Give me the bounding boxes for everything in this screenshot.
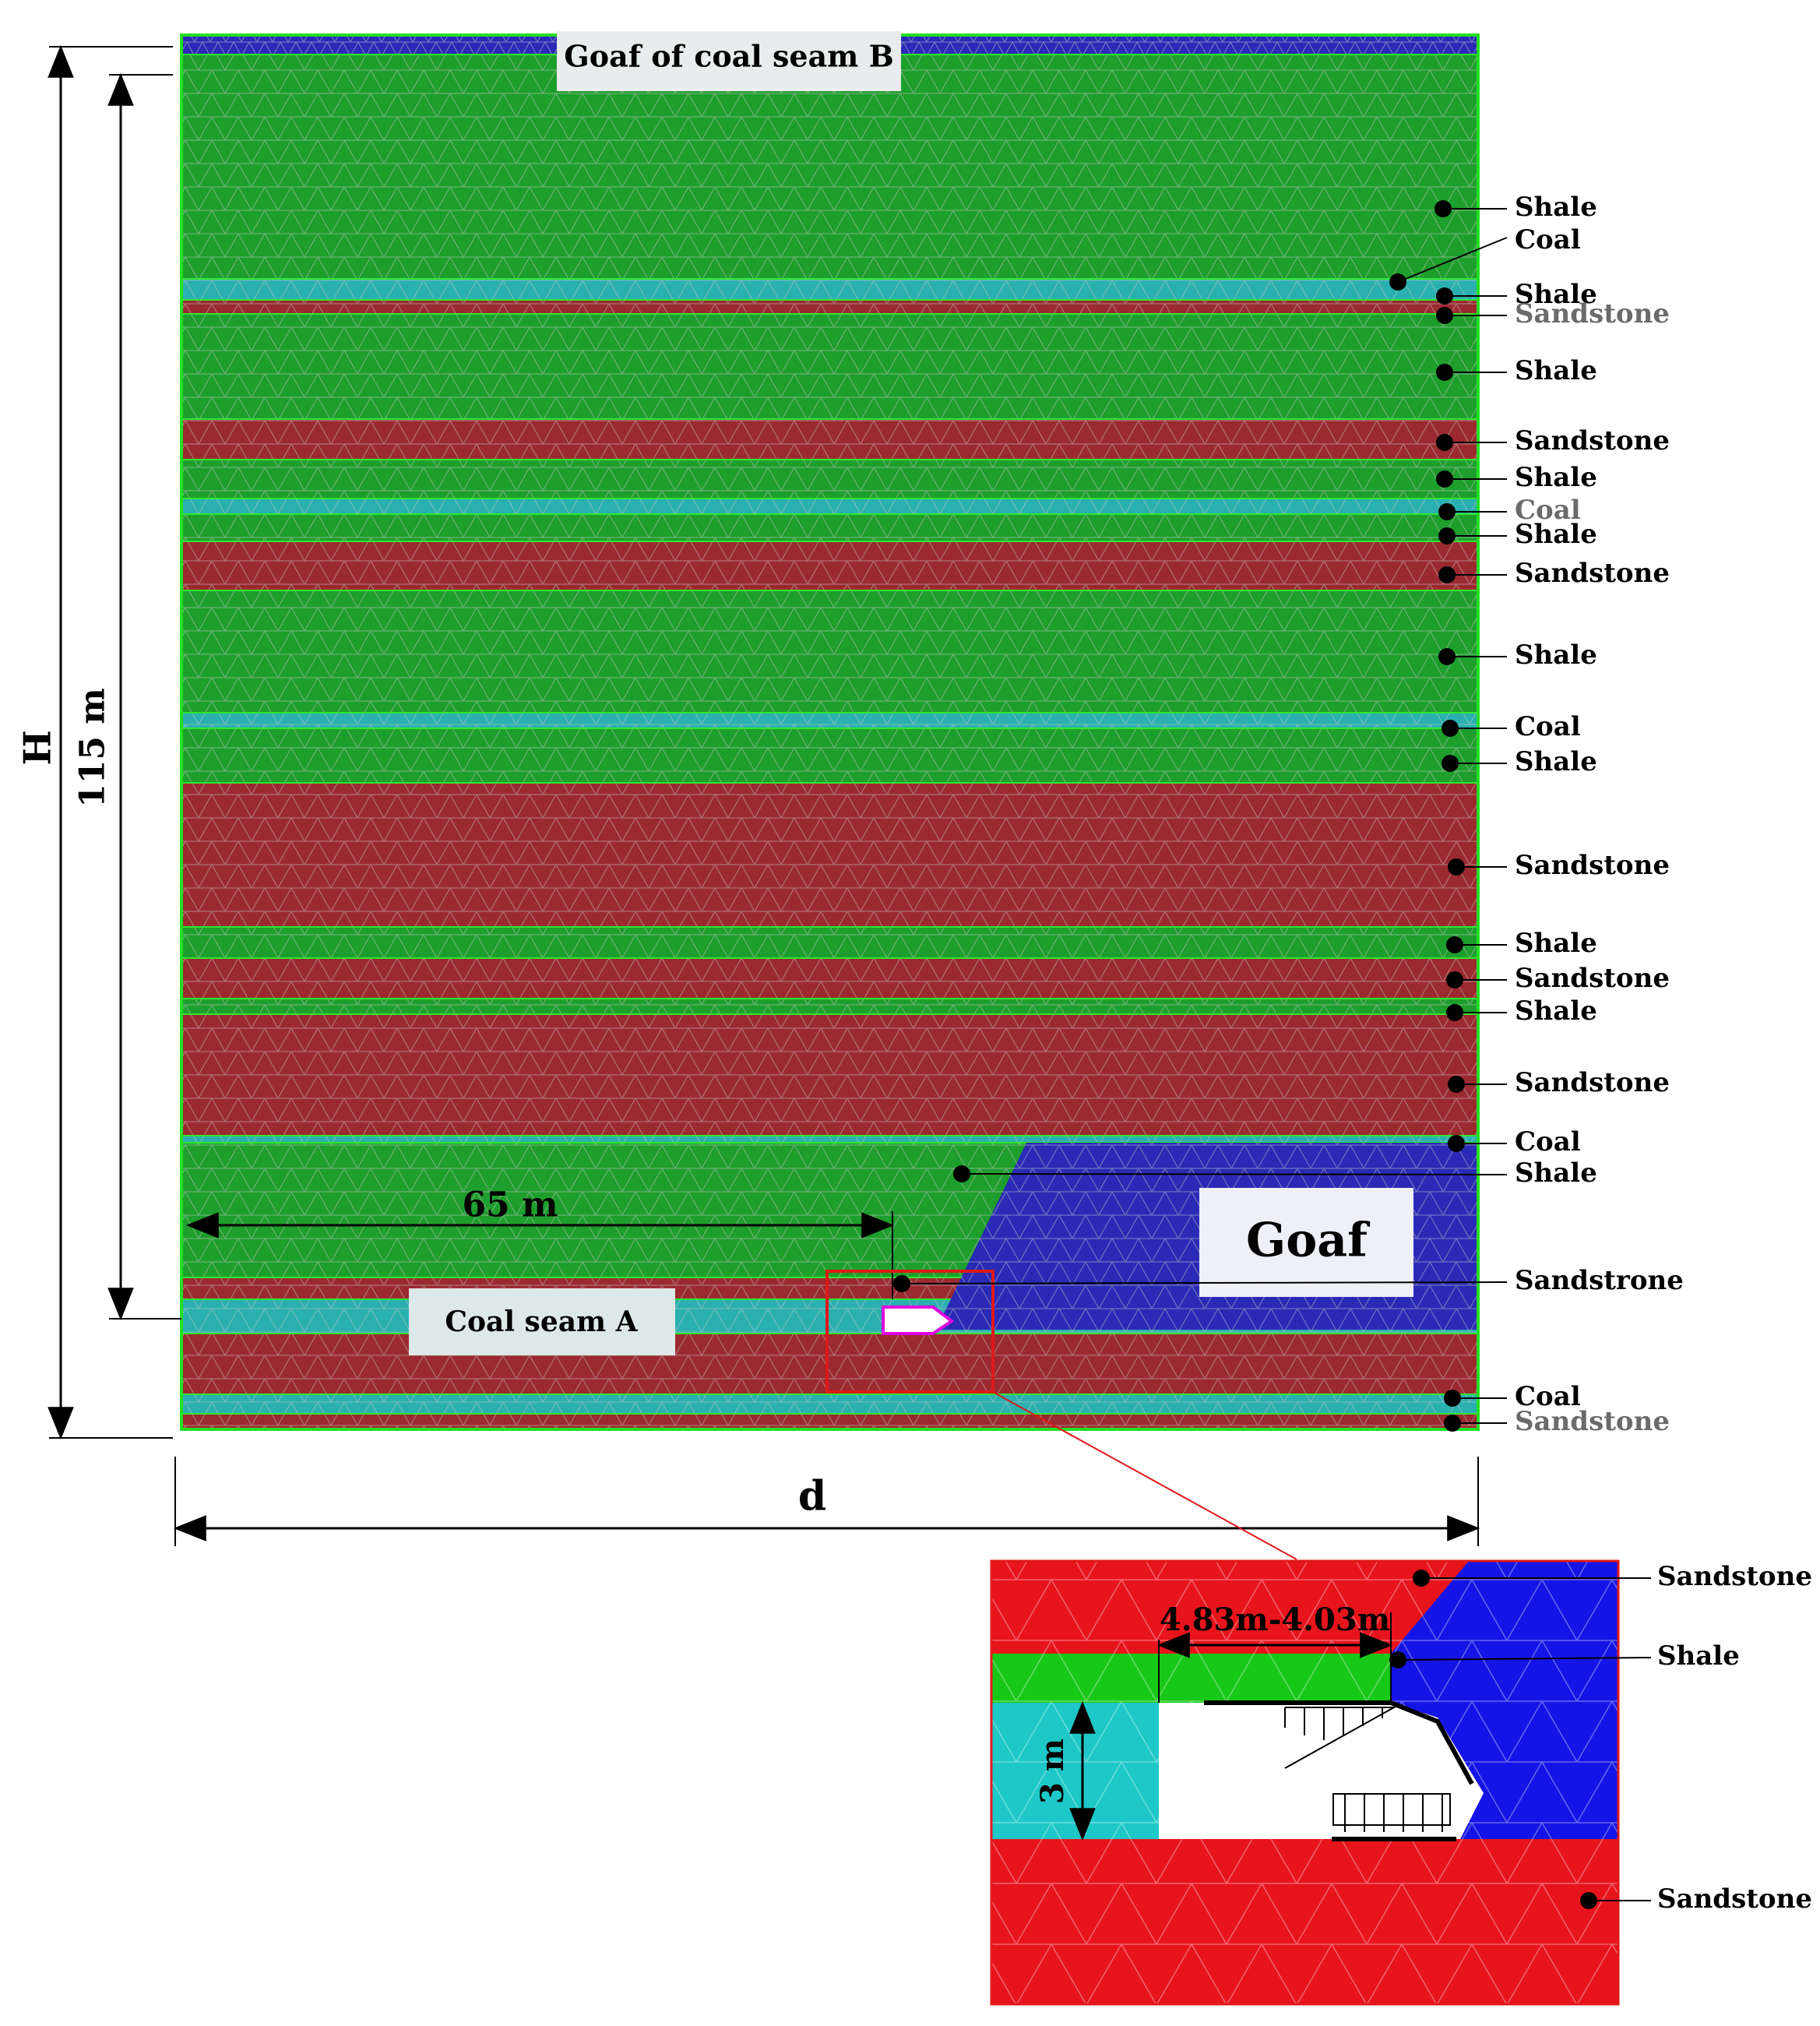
dimension-d: d	[173, 1457, 1480, 1546]
strata-label-text: Coal	[1515, 495, 1581, 526]
strata-label-text: Shale	[1515, 519, 1597, 550]
strata-label-12: Coal	[1442, 711, 1581, 742]
goaf-label-box: Goaf	[1199, 1188, 1413, 1297]
strata-label-5: Shale	[1436, 355, 1597, 386]
strata-label-text: Coal	[1515, 711, 1581, 742]
inset-height-label: 3 m	[1034, 1739, 1071, 1804]
strata-label-text: Shale	[1515, 995, 1597, 1027]
strata-label-text: Coal	[1515, 1126, 1581, 1157]
strata-label-21: Sandstrone	[893, 1265, 1684, 1296]
inset-label-text: Sandstone	[1657, 1561, 1812, 1592]
dim-65m-label: 65 m	[462, 1186, 558, 1225]
strata-label-text: Sandstone	[1515, 1406, 1670, 1437]
inset-width-label: 4.83m-4.03m	[1160, 1601, 1390, 1638]
strata-label-18: Sandstone	[1448, 1067, 1670, 1098]
strata-label-1: Shale	[1435, 192, 1597, 223]
strata-label-6: Sandstone	[1436, 425, 1670, 456]
strata-label-text: Sandstone	[1515, 298, 1670, 329]
coal-seam-label-box: Coal seam A	[409, 1288, 675, 1355]
strata-label-text: Shale	[1515, 192, 1597, 223]
strata-label-4: Sandstone	[1436, 298, 1670, 329]
inset-roadway	[1159, 1703, 1484, 1839]
strata-label-9: Shale	[1438, 519, 1597, 550]
dim-H-label: H	[16, 730, 60, 765]
strata-label-text: Shale	[1515, 355, 1597, 386]
detail-inset: 4.83m-4.03m 3 m	[990, 1559, 1620, 2006]
dimension-65m: 65 m	[185, 1186, 895, 1299]
strata-label-text: Shale	[1515, 462, 1597, 493]
strata-label-11: Shale	[1438, 640, 1597, 671]
strata-label-22: Coal	[1444, 1381, 1581, 1412]
strata-label-23: Sandstone	[1444, 1406, 1670, 1437]
strata-label-17: Shale	[1446, 995, 1597, 1027]
strata-label-text: Shale	[1515, 279, 1597, 310]
strata-label-16: Sandstone	[1446, 963, 1670, 994]
inset-label-text: Sandstone	[1657, 1883, 1812, 1915]
dim-115m-label: 115 m	[73, 688, 113, 808]
strata-label-10: Sandstone	[1438, 558, 1670, 589]
top-label-box: Goaf of coal seam B	[557, 31, 901, 91]
strata-label-text: Sandstone	[1515, 425, 1670, 456]
strata-label-14: Sandstone	[1448, 850, 1670, 881]
strata-label-13: Shale	[1442, 746, 1597, 777]
inset-label-list: Sandstone Shale Sandstone	[1389, 1561, 1812, 1915]
strata-label-text: Coal	[1515, 224, 1581, 255]
strata-label-3: Shale	[1436, 279, 1597, 310]
strata-label-2: Coal	[1389, 224, 1581, 291]
dim-d-label: d	[798, 1473, 826, 1520]
strata-label-19: Coal	[1448, 1126, 1581, 1157]
strata-label-text: Shale	[1515, 928, 1597, 959]
strata-label-text: Sandstone	[1515, 850, 1670, 881]
strata-label-text: Shale	[1515, 746, 1597, 777]
support-load-arrows	[1284, 1707, 1451, 1832]
strata-label-text: Coal	[1515, 1381, 1581, 1412]
strata-label-text: Sandstone	[1515, 963, 1670, 994]
inset-label-text: Shale	[1657, 1640, 1740, 1672]
strata-label-15: Shale	[1446, 928, 1597, 959]
strata-label-text: Sandstone	[1515, 1067, 1670, 1098]
strata-label-list: ShaleCoalShaleSandstoneShaleSandstoneSha…	[893, 192, 1684, 1437]
strata-label-20: Shale	[953, 1157, 1597, 1189]
inset-label-3: Sandstone	[1580, 1883, 1812, 1915]
strata-label-text: Sandstone	[1515, 558, 1670, 589]
goaf-label: Goaf	[1246, 1214, 1371, 1268]
top-goaf-label: Goaf of coal seam B	[564, 39, 893, 74]
dimension-115m: 115 m	[73, 72, 181, 1321]
roadway-opening	[882, 1305, 955, 1335]
zoom-box	[826, 1270, 994, 1394]
inset-label-2: Shale	[1389, 1640, 1740, 1672]
inset-label-1: Sandstone	[1413, 1561, 1812, 1592]
strata-label-text: Shale	[1515, 640, 1597, 671]
strata-label-text: Sandstrone	[1515, 1265, 1684, 1296]
dimension-H: H	[16, 44, 173, 1440]
coal-seam-label: Coal seam A	[445, 1305, 638, 1338]
zoom-connector	[992, 1391, 1297, 1560]
strata-label-8: Coal	[1438, 495, 1581, 526]
strata-label-text: Shale	[1515, 1157, 1597, 1189]
strata-label-7: Shale	[1436, 462, 1597, 493]
